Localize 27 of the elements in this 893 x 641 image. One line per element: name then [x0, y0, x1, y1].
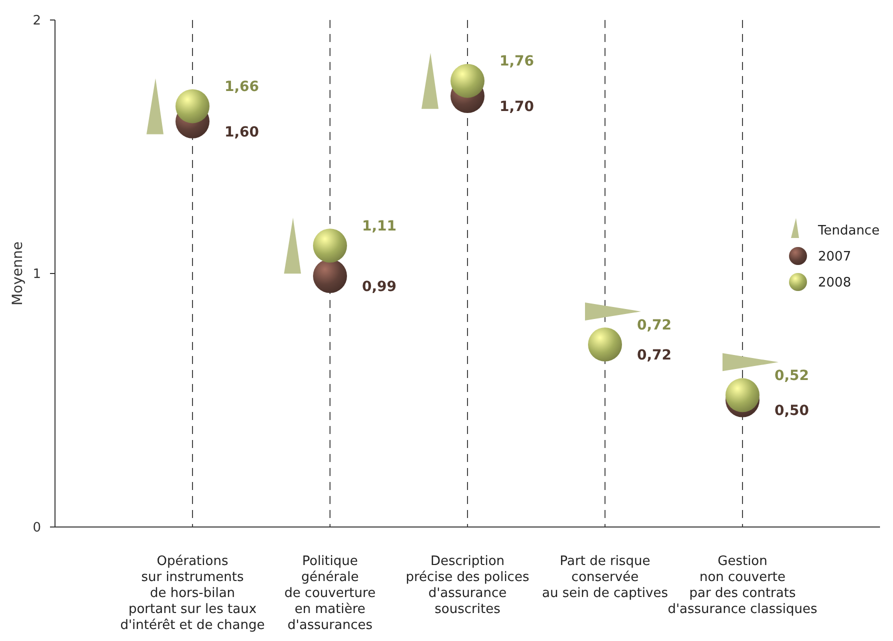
point [313, 228, 347, 263]
point [313, 259, 347, 294]
annotation: Tendance [817, 224, 880, 239]
data-label: 0,72 [637, 317, 672, 334]
point [726, 378, 760, 412]
x-tick-label: Description précise des polices d'assurance souscrites [406, 554, 530, 617]
data-label: 1,66 [224, 79, 260, 96]
data-label: 1,60 [224, 124, 260, 140]
data-label: 1,70 [500, 98, 534, 115]
point [450, 64, 484, 98]
data-label: 0,52 [774, 368, 810, 384]
data-label: 1,76 [500, 54, 534, 70]
point [176, 89, 210, 124]
y-axis-title: Moyenne [10, 242, 26, 306]
x-tick-label: Gestion non couverte par des contrats d'assurance classiques [668, 554, 818, 617]
y-tick-label: 1 [32, 267, 41, 282]
y-tick-label: 2 [32, 14, 41, 29]
x-tick-label: Opérations sur instruments de hors-bilan portant sur les taux d'intérêt et de change [120, 554, 265, 633]
data-label: 1,11 [362, 218, 397, 235]
legend-label: 2007 [818, 250, 852, 265]
point [588, 327, 622, 362]
y-tick-label: 0 [32, 520, 41, 536]
data-label: 0,99 [362, 278, 397, 295]
text: 0,72 [637, 347, 672, 364]
legend-label: 2008 [818, 276, 852, 291]
data-label: 0,50 [774, 403, 810, 420]
x-tick-label: Politique générale de couverture en matière d'assurances [284, 554, 376, 633]
